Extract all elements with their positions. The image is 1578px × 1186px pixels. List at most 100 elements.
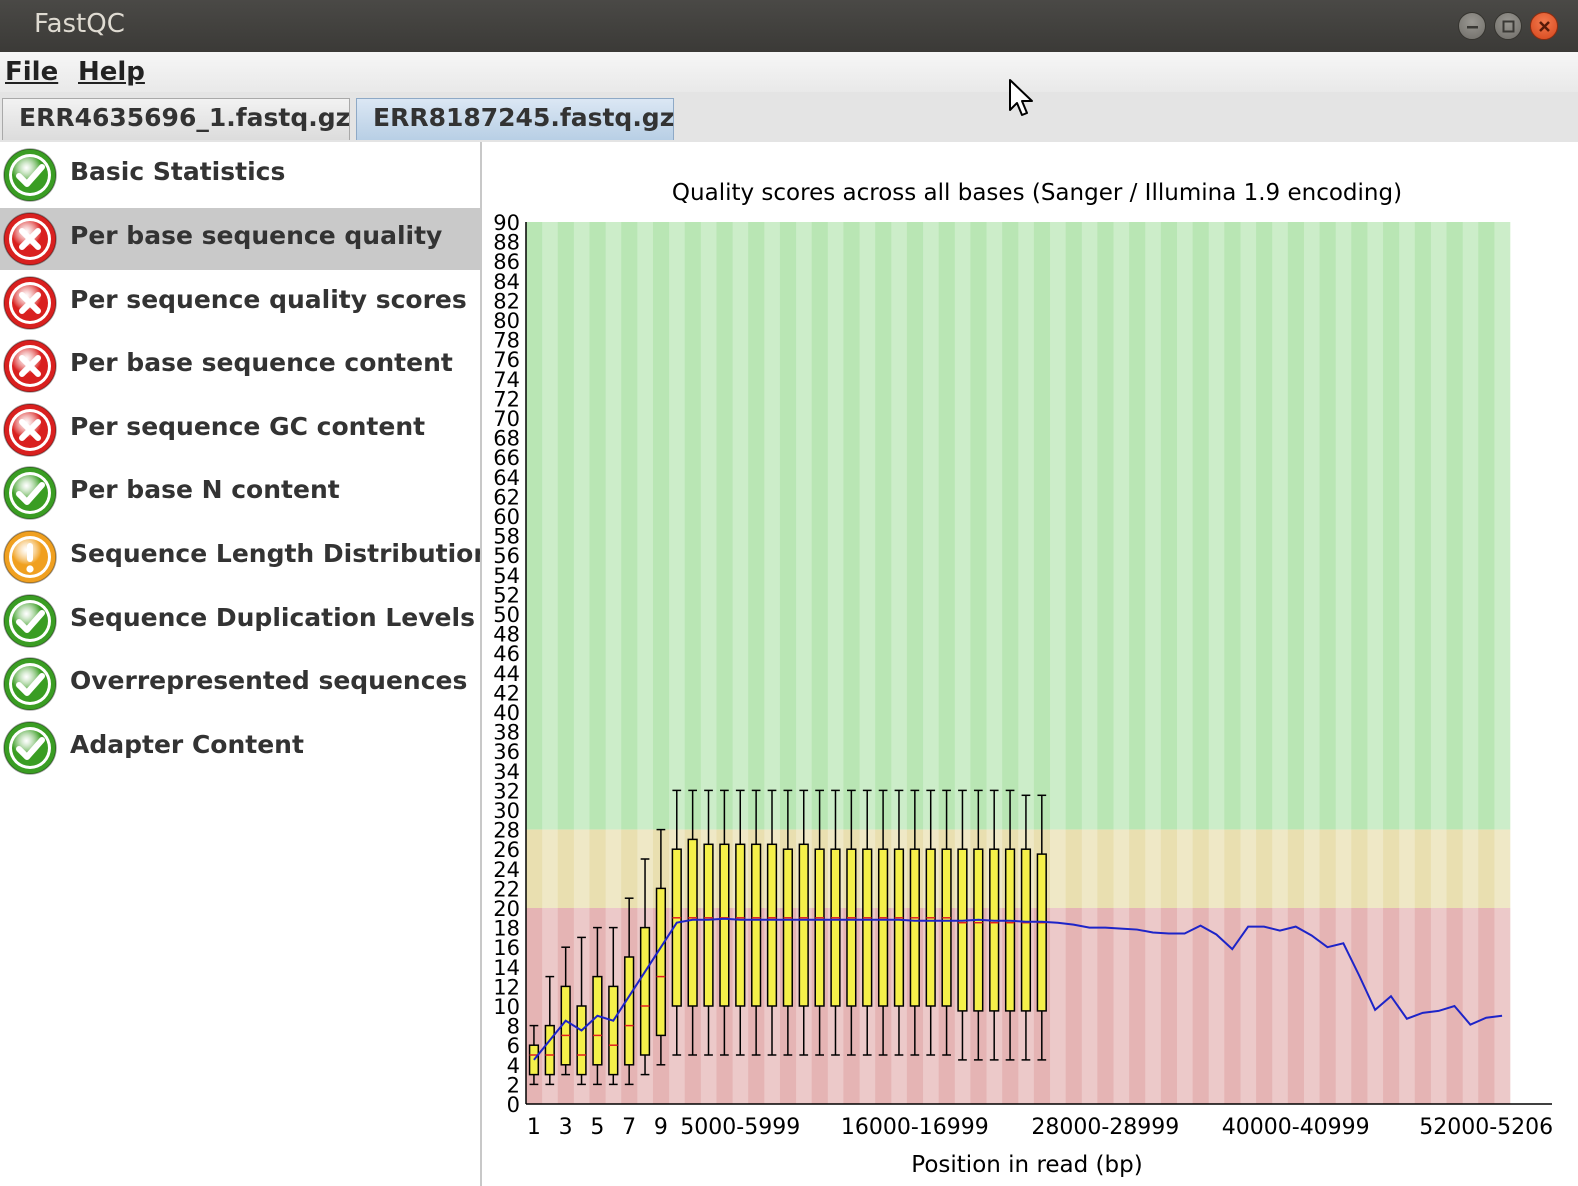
zone-good-stripe [1081,222,1098,830]
y-tick-label: 72 [493,387,520,411]
module-per-base-sequence-quality[interactable]: Per base sequence quality [0,208,480,270]
zone-good-stripe [1367,222,1384,830]
quality-box [877,848,889,1007]
zone-good-stripe [1240,222,1257,830]
report-panel: 0 2 4 6 8 10 12 14 16 18 20 22 24 26 28 30 32 34 36 38 40 42 4… [482,142,1578,1186]
zone-good-stripe [541,222,559,830]
quality-box [544,1024,555,1076]
y-tick-label: 44 [493,662,520,686]
module-label: Per base sequence quality [70,221,443,250]
zone-ok-stripe [1240,829,1257,908]
module-sequence-length-distribution[interactable]: Sequence Length Distribution [0,526,480,588]
x-tick-label: 9 [654,1115,668,1140]
x-tick-label: 7 [622,1115,636,1140]
pass-icon [3,721,57,775]
zone-good-stripe [700,222,717,830]
zone-ok-stripe [1367,829,1384,908]
zone-good-stripe [764,222,781,830]
module-basic-statistics[interactable]: Basic Statistics [0,144,480,206]
zone-good-stripe [605,222,622,830]
y-tick-label: 14 [493,956,520,980]
zone-ok-stripe [1335,829,1352,908]
y-tick-label: 52 [493,583,520,607]
pass-icon [3,148,57,202]
module-label: Basic Statistics [70,157,286,186]
zone-good-stripe [1176,222,1193,830]
zone-ok-stripe [1176,829,1193,908]
quality-box [957,848,968,1012]
close-button[interactable] [1530,12,1558,40]
zone-ok-stripe [1319,829,1336,908]
tab-file-1[interactable]: ERR4635696_1.fastq.gz [2,98,350,140]
maximize-button[interactable] [1494,12,1522,40]
zone-good-stripe [668,222,686,830]
tab-label: ERR4635696_1.fastq.gz [19,103,351,132]
zone-good-stripe [1398,222,1416,830]
zone-good-stripe [875,222,892,830]
x-tick-label: 5 [590,1115,604,1140]
y-tick-label: 24 [493,858,520,882]
zone-good-stripe [859,222,876,830]
module-per-sequence-quality-scores[interactable]: Per sequence quality scores [0,272,480,334]
module-per-base-n-content[interactable]: Per base N content [0,462,480,524]
zone-ok-stripe [573,829,590,908]
menu-help[interactable]: Help [78,57,145,87]
x-tick-label: 16000-16999 [841,1115,989,1140]
zone-bad-stripe [1065,908,1082,1104]
zone-good-stripe [827,222,844,830]
zone-good-stripe [748,222,765,830]
x-tick-label: 1 [527,1115,541,1140]
menu-bar: File Help [0,52,1578,92]
pass-icon [3,657,57,711]
quality-box [973,848,984,1012]
zone-good-stripe [1113,222,1130,830]
module-per-base-sequence-content[interactable]: Per base sequence content [0,335,480,397]
zone-ok-stripe [1256,829,1273,908]
y-tick-label: 2 [507,1073,520,1097]
y-tick-label: 74 [493,368,520,392]
zone-bad-stripe [1335,908,1352,1104]
zone-bad-stripe [1256,908,1273,1104]
y-tick-label: 56 [493,544,520,568]
zone-good-stripe [1430,222,1447,830]
zone-ok-stripe [1192,829,1209,908]
module-label: Per sequence GC content [70,412,426,441]
module-list: Basic Statistics Per base sequence quali… [0,142,482,1186]
zone-bad-stripe [1383,908,1400,1104]
zone-good-stripe [1414,222,1431,830]
zone-ok-stripe [1478,829,1495,908]
y-tick-label: 26 [493,838,520,862]
module-per-sequence-gc-content[interactable]: Per sequence GC content [0,399,480,461]
y-tick-label: 84 [493,270,520,294]
zone-bad-stripe [1224,908,1241,1104]
zone-good-stripe [1303,222,1320,830]
y-tick-label: 22 [493,877,520,901]
module-sequence-duplication-levels[interactable]: Sequence Duplication Levels [0,590,480,652]
y-tick-label: 82 [493,289,520,313]
quality-box [862,848,873,1007]
zone-ok-stripe [1398,829,1416,908]
zone-ok-stripe [1271,829,1289,908]
quality-box [1004,848,1016,1012]
menu-file[interactable]: File [5,57,58,87]
zone-good-stripe [843,222,860,830]
zone-bad-stripe [1144,908,1162,1104]
y-tick-label: 48 [493,623,520,647]
zone-good-stripe [795,222,812,830]
zone-ok-stripe [1097,829,1114,908]
x-tick-label: 3 [559,1115,573,1140]
x-tick-label: 52000-5206 [1419,1115,1553,1140]
module-adapter-content[interactable]: Adapter Content [0,717,480,779]
tab-file-2[interactable]: ERR8187245.fastq.gz [356,98,674,140]
zone-ok-stripe [1081,829,1098,908]
zone-bad-stripe [1351,908,1368,1104]
zone-good-stripe [1018,222,1035,830]
fail-icon [3,212,57,266]
zone-bad-stripe [1240,908,1257,1104]
y-tick-label: 0 [507,1093,520,1117]
quality-box [719,843,730,1007]
zone-good-stripe [1033,222,1051,830]
minimize-button[interactable] [1458,12,1486,40]
y-tick-label: 32 [493,779,520,803]
module-overrepresented-sequences[interactable]: Overrepresented sequences [0,653,480,715]
